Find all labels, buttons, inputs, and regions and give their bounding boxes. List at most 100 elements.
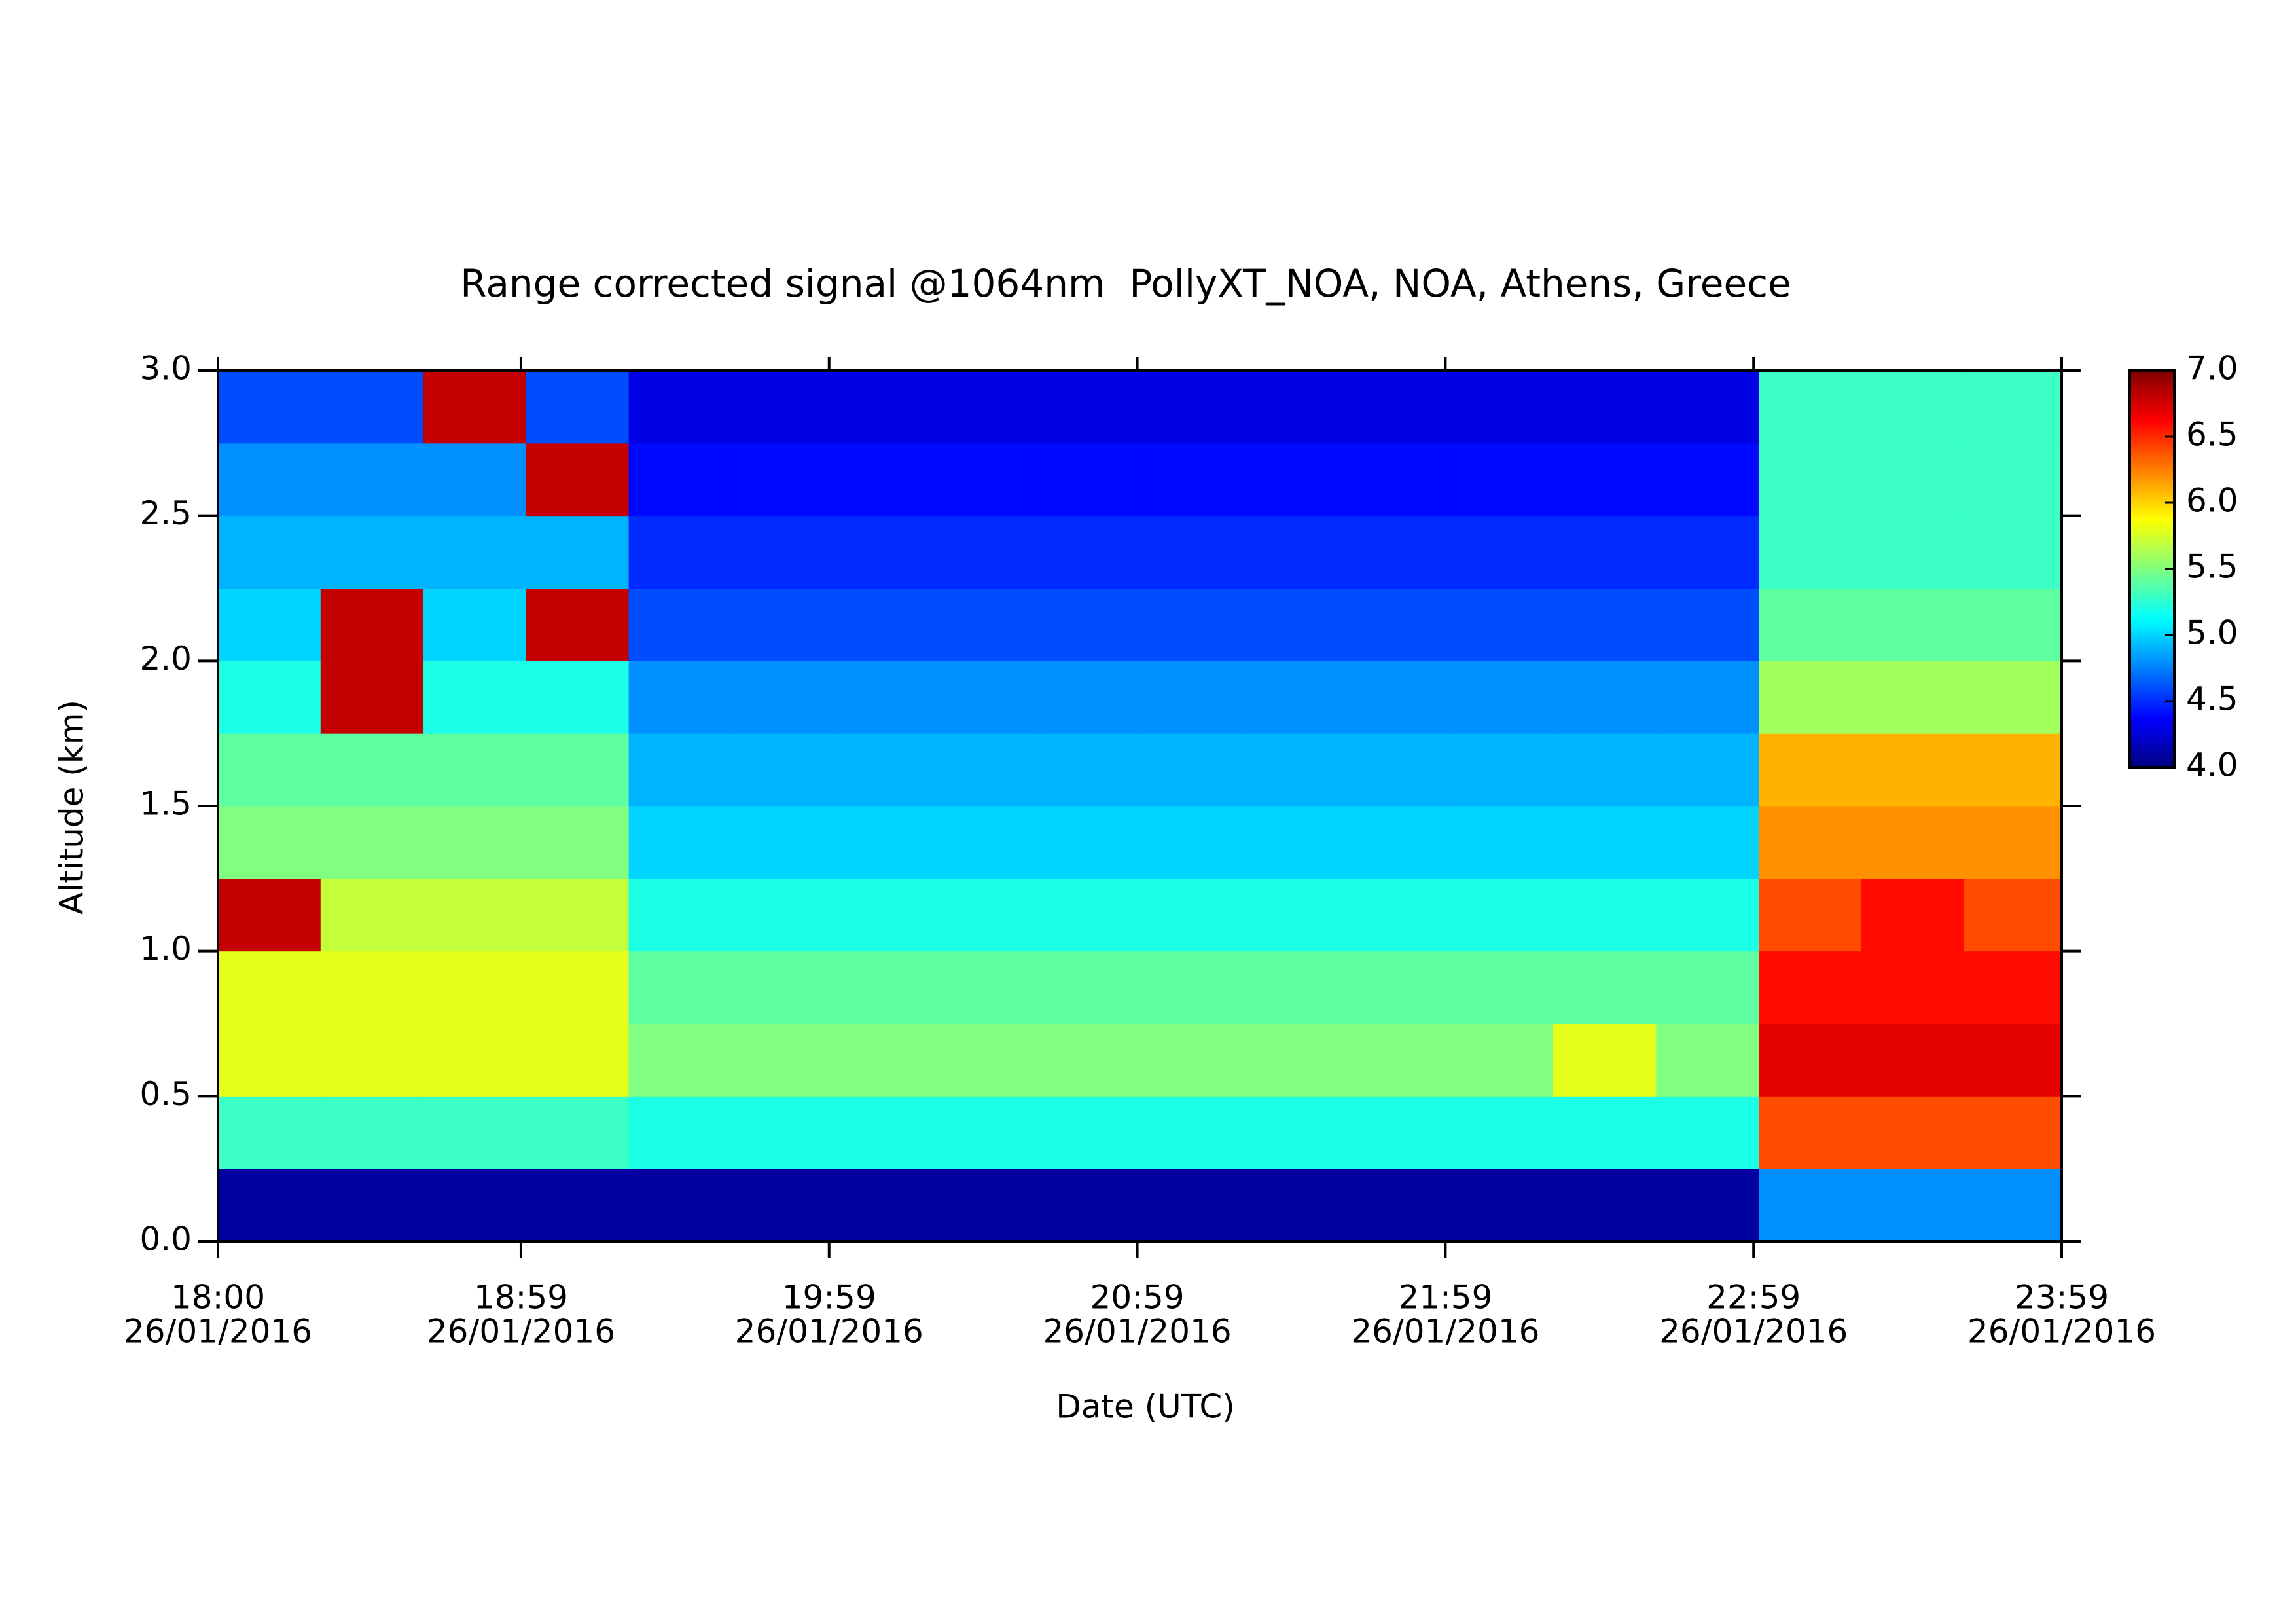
- colorbar: [2130, 371, 2174, 768]
- heat-cell: [628, 878, 732, 952]
- heat-cell: [834, 588, 937, 661]
- heat-cell: [1553, 951, 1657, 1024]
- heat-cell: [1039, 878, 1143, 952]
- heat-cell: [1759, 733, 1862, 807]
- heat-cell: [1039, 806, 1143, 879]
- heat-cell: [1759, 515, 1862, 589]
- colorbar-step: [2130, 661, 2174, 665]
- colorbar-step: [2130, 486, 2174, 490]
- heat-cell: [1759, 588, 1862, 661]
- heat-cell: [628, 515, 732, 589]
- colorbar-step: [2130, 387, 2174, 391]
- chart-title: Range corrected signal @1064nm PollyXT_N…: [460, 261, 1791, 306]
- colorbar-step: [2130, 589, 2174, 593]
- heat-cell: [1450, 806, 1554, 879]
- colorbar-tick-label: 4.5: [2186, 680, 2238, 718]
- colorbar-step: [2130, 420, 2174, 424]
- colorbar-step: [2130, 731, 2174, 735]
- heat-cell: [1964, 733, 2062, 807]
- colorbar-step: [2130, 681, 2174, 685]
- y-tick-label: 3.0: [139, 350, 192, 388]
- heat-cell: [1553, 371, 1657, 444]
- heat-cell: [1142, 515, 1246, 589]
- colorbar-step: [2130, 542, 2174, 547]
- colorbar-step: [2130, 718, 2174, 721]
- colorbar-step: [2130, 697, 2174, 702]
- colorbar-tick-label: 6.5: [2186, 416, 2238, 454]
- colorbar-step: [2130, 443, 2174, 447]
- colorbar-step: [2130, 678, 2174, 682]
- heat-cell: [628, 733, 732, 807]
- heat-cell: [423, 733, 527, 807]
- heat-cell: [1450, 951, 1554, 1024]
- heat-cell: [1245, 951, 1348, 1024]
- heat-cell: [1348, 733, 1451, 807]
- colorbar-step: [2130, 447, 2174, 450]
- colorbar-step: [2130, 503, 2174, 507]
- colorbar-step: [2130, 645, 2174, 649]
- colorbar-step: [2130, 479, 2174, 484]
- x-tick-label: 21:59: [1398, 1279, 1492, 1317]
- heat-cell: [1245, 806, 1348, 879]
- x-tick-date: 26/01/2016: [1967, 1313, 2156, 1351]
- heat-cell: [834, 733, 937, 807]
- colorbar-step: [2130, 562, 2174, 566]
- x-tick-date: 26/01/2016: [1043, 1313, 1231, 1351]
- colorbar-step: [2130, 602, 2174, 606]
- heat-cell: [423, 443, 527, 517]
- heat-cell: [834, 1023, 937, 1097]
- heat-cell: [320, 733, 424, 807]
- colorbar-step: [2130, 618, 2174, 623]
- colorbar-step: [2130, 380, 2174, 384]
- heat-cell: [1553, 588, 1657, 661]
- heat-cell: [423, 1096, 527, 1169]
- y-tick-label: 0.0: [139, 1220, 192, 1258]
- heat-cell: [526, 371, 630, 444]
- colorbar-step: [2130, 426, 2174, 431]
- colorbar-step: [2130, 400, 2174, 404]
- heat-cell: [526, 733, 630, 807]
- heat-cell: [1245, 443, 1348, 517]
- x-tick-label: 20:59: [1090, 1279, 1185, 1317]
- heat-cell: [526, 515, 630, 589]
- x-tick-date: 26/01/2016: [1351, 1313, 1539, 1351]
- x-axis-label: Date (UTC): [1056, 1388, 1235, 1426]
- heat-cell: [526, 1169, 630, 1242]
- heat-cell: [1245, 1023, 1348, 1097]
- heat-cell: [1450, 443, 1554, 517]
- colorbar-step: [2130, 377, 2174, 381]
- heat-cell: [937, 878, 1041, 952]
- heat-cell: [1142, 806, 1246, 879]
- heat-cell: [628, 951, 732, 1024]
- colorbar-step: [2130, 569, 2174, 573]
- heat-cell: [1759, 1023, 1862, 1097]
- colorbar-step: [2130, 407, 2174, 411]
- colorbar-step: [2130, 476, 2174, 481]
- heat-cell: [423, 371, 527, 444]
- heat-cell: [218, 951, 321, 1024]
- heat-cell: [423, 1023, 527, 1097]
- colorbar-step: [2130, 516, 2174, 520]
- heat-cell: [937, 661, 1041, 734]
- heat-cell: [1861, 1096, 1965, 1169]
- colorbar-step: [2130, 555, 2174, 560]
- heat-cell: [1656, 806, 1759, 879]
- heat-cell: [320, 806, 424, 879]
- heat-cell: [526, 661, 630, 734]
- colorbar-step: [2130, 579, 2174, 583]
- heat-cell: [320, 1096, 424, 1169]
- heat-cell: [1348, 878, 1451, 952]
- heat-cell: [1759, 878, 1862, 952]
- heat-cell: [1039, 371, 1143, 444]
- heat-cell: [731, 1169, 835, 1242]
- colorbar-step: [2130, 522, 2174, 526]
- colorbar-step: [2130, 466, 2174, 470]
- heat-cell: [1656, 661, 1759, 734]
- heat-cell: [218, 588, 321, 661]
- heat-cell: [628, 1096, 732, 1169]
- colorbar-step: [2130, 473, 2174, 477]
- heat-cell: [1553, 443, 1657, 517]
- heat-cell: [1861, 806, 1965, 879]
- colorbar-step: [2130, 429, 2174, 434]
- heat-cell: [1759, 661, 1862, 734]
